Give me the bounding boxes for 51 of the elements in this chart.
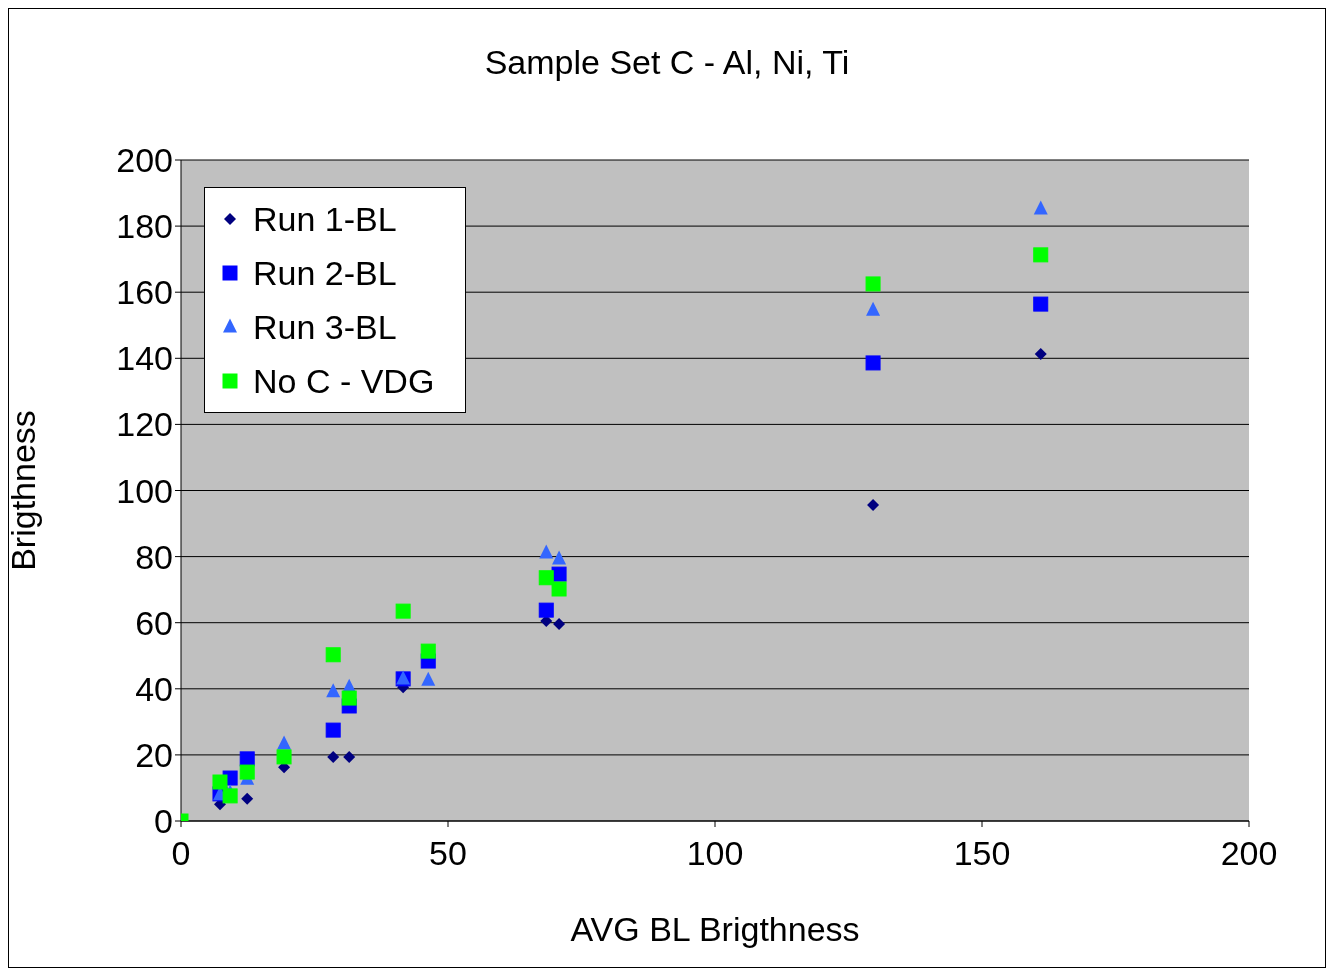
x-tick-label: 50: [429, 834, 467, 873]
point: [212, 774, 228, 790]
x-tick-label: 150: [953, 834, 1011, 873]
point: [539, 544, 554, 559]
y-tick-label: 180: [116, 207, 173, 246]
chart-title: Sample Set C - Al, Ni, Ti: [483, 42, 851, 83]
point: [538, 570, 554, 586]
y-tick-label: 40: [135, 669, 173, 708]
point: [239, 764, 255, 780]
point: [325, 722, 341, 738]
point: [420, 643, 436, 659]
point: [276, 749, 292, 765]
point: [1033, 247, 1049, 263]
point: [551, 581, 567, 597]
x-tick-label: 200: [1220, 834, 1278, 873]
y-tick-label: 160: [116, 273, 173, 312]
point: [538, 602, 554, 618]
point: [343, 750, 356, 763]
point: [326, 683, 341, 698]
y-tick-label: 200: [116, 141, 173, 180]
point: [277, 735, 292, 750]
x-axis-title: AVG BL Brigthness: [570, 910, 860, 948]
point: [327, 750, 340, 763]
y-tick-label: 120: [116, 405, 173, 444]
point: [865, 276, 881, 292]
point: [1034, 348, 1047, 360]
point: [421, 671, 436, 686]
point: [341, 690, 357, 706]
legend-label: Run 2-BL: [253, 253, 397, 293]
point: [867, 499, 880, 512]
y-tick-label: 0: [154, 802, 173, 841]
y-tick-label: 100: [116, 471, 173, 510]
point: [222, 788, 238, 804]
y-tick-label: 20: [135, 735, 173, 774]
legend-label: Run 3-BL: [253, 307, 397, 347]
legend-label: Run 1-BL: [253, 199, 397, 239]
legend-label: No C - VDG: [253, 361, 435, 401]
point: [395, 603, 411, 619]
y-tick-label: 140: [116, 339, 173, 378]
point: [241, 792, 254, 805]
point: [865, 355, 881, 371]
y-tick-label: 60: [135, 603, 173, 642]
point: [866, 301, 881, 316]
point: [552, 550, 567, 565]
x-tick-label: 100: [686, 834, 744, 873]
y-tick-label: 80: [135, 537, 173, 576]
point: [325, 647, 341, 663]
y-axis-title: Brigthness: [4, 410, 43, 571]
point: [1033, 296, 1049, 312]
point: [553, 618, 566, 631]
point: [1033, 200, 1048, 215]
